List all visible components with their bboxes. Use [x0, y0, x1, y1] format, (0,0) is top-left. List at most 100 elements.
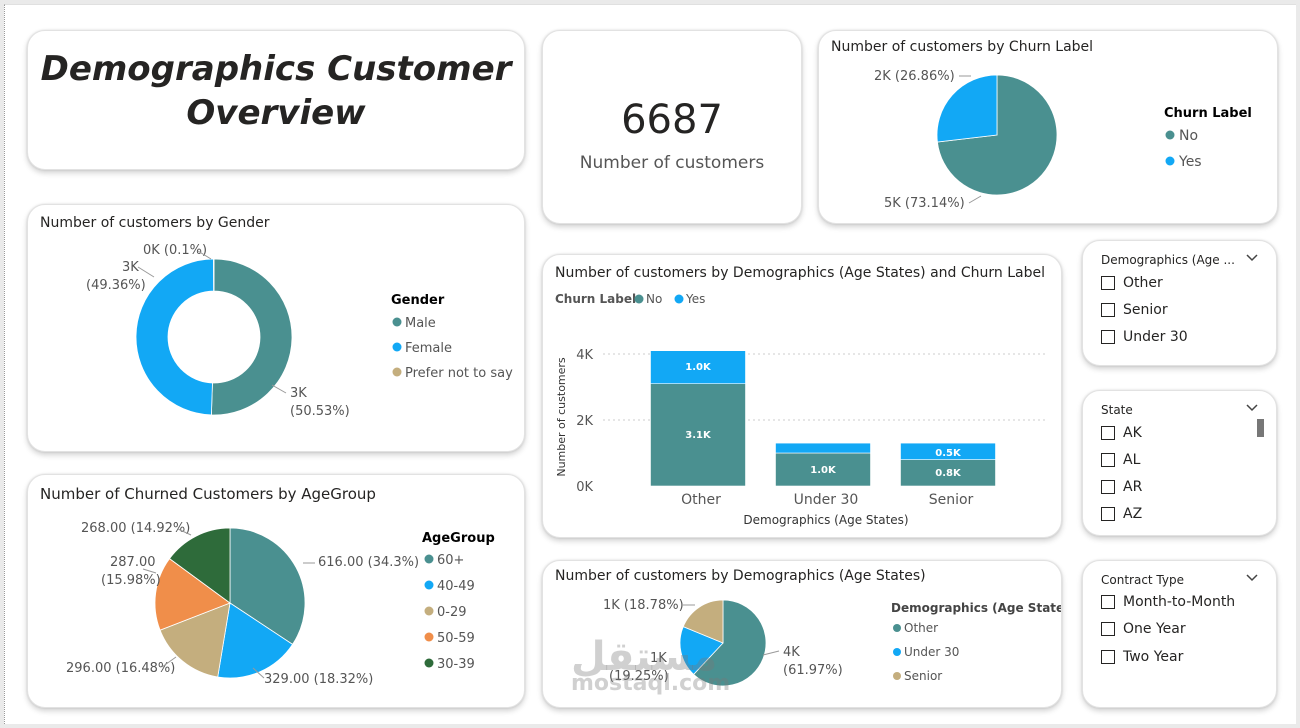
legend-item-yes[interactable]: Yes — [1178, 154, 1202, 170]
legend-item[interactable]: 40-49 — [437, 579, 475, 594]
pie-slice-yes[interactable] — [936, 74, 998, 143]
page-title: Demographics Customer Overview — [28, 47, 524, 135]
checkbox[interactable] — [1101, 330, 1115, 344]
checkbox[interactable] — [1101, 622, 1115, 636]
slicer-option-az[interactable]: AZ — [1101, 506, 1142, 522]
title-card: Demographics Customer Overview — [27, 30, 525, 170]
agegroup-pie-card[interactable]: Number of Churned Customers by AgeGroup … — [27, 474, 525, 708]
bar-data-label: 1.0K — [810, 465, 837, 476]
pie-slice-female[interactable] — [135, 258, 215, 416]
data-label: (61.97%) — [783, 663, 843, 678]
scrollbar-thumb[interactable] — [1257, 419, 1264, 437]
legend-item-female[interactable]: Female — [405, 341, 452, 356]
legend-item-prefer-not[interactable]: Prefer not to say — [405, 366, 513, 381]
slicer-demographics[interactable]: Demographics (Age ... Other Senior Under… — [1082, 240, 1277, 366]
checkbox[interactable] — [1101, 507, 1115, 521]
gender-card[interactable]: Number of customers by Gender 0K (0.1%) … — [27, 204, 525, 452]
pie-slice-senior[interactable] — [682, 599, 724, 644]
data-label: 296.00 (16.48%) — [66, 661, 175, 676]
legend-item[interactable]: Under 30 — [904, 645, 959, 659]
pie-slice-50-59[interactable] — [154, 558, 231, 631]
churn-pie-slices[interactable] — [936, 74, 1058, 196]
slicer-option-two-year[interactable]: Two Year — [1101, 649, 1183, 665]
slicer-state[interactable]: State AK AL AR AZ — [1082, 390, 1277, 536]
legend-item[interactable]: 0-29 — [437, 605, 467, 620]
legend-marker — [893, 648, 901, 656]
checkbox[interactable] — [1101, 595, 1115, 609]
legend-marker — [392, 317, 402, 327]
bar-data-label: 0.8K — [935, 468, 962, 479]
x-axis-title: Demographics (Age States) — [743, 513, 908, 527]
watermark: مستقل mostaql.com — [571, 637, 730, 695]
kpi-card[interactable]: 6687 Number of customers — [542, 30, 802, 224]
bar-senior-yes[interactable] — [900, 442, 996, 460]
gender-donut-slices[interactable] — [135, 258, 293, 416]
slicer-option-one-year[interactable]: One Year — [1101, 621, 1186, 637]
x-tick-label: Senior — [929, 492, 974, 508]
checkbox[interactable] — [1101, 426, 1115, 440]
legend-item-yes[interactable]: Yes — [685, 292, 705, 306]
option-label: AZ — [1123, 506, 1143, 522]
agegroup-pie-chart: 616.00 (34.3%) 329.00 (18.32%) 296.00 (1… — [66, 521, 495, 687]
bar-other-yes[interactable] — [650, 350, 746, 384]
pie-slice-other[interactable] — [693, 599, 767, 687]
legend-item[interactable]: Senior — [904, 669, 942, 683]
legend-item[interactable]: 30-39 — [437, 657, 475, 672]
leader-line — [252, 667, 265, 679]
bar-senior-no[interactable] — [900, 459, 996, 487]
agegroup-pie-slices[interactable] — [154, 527, 306, 679]
page-title-line1: Demographics Customer — [40, 49, 512, 89]
slicer-option-month-to-month[interactable]: Month-to-Month — [1101, 594, 1235, 610]
slicer-option-senior[interactable]: Senior — [1101, 302, 1168, 318]
page-title-line2: Overview — [186, 93, 366, 133]
checkbox[interactable] — [1101, 480, 1115, 494]
option-label: Under 30 — [1123, 329, 1188, 345]
leader-line — [271, 384, 287, 394]
slicer-option-ar[interactable]: AR — [1101, 479, 1142, 495]
legend-item-no[interactable]: No — [646, 292, 662, 306]
legend-title: AgeGroup — [422, 531, 495, 546]
slicer-contract-type[interactable]: Contract Type Month-to-Month One Year Tw… — [1082, 560, 1277, 708]
checkbox[interactable] — [1101, 276, 1115, 290]
pie-slice-0-29[interactable] — [159, 602, 231, 678]
legend-marker — [674, 294, 684, 304]
gender-donut-chart: 0K (0.1%) 3K (49.36%) 3K (50.53%) Gender… — [86, 243, 513, 419]
pie-slice-40-49[interactable] — [217, 602, 294, 679]
checkbox[interactable] — [1101, 303, 1115, 317]
legend-item[interactable]: Other — [904, 621, 938, 635]
legend-item-male[interactable]: Male — [405, 316, 436, 331]
churn-pie-card[interactable]: Number of customers by Churn Label 2K (2… — [818, 30, 1278, 224]
pie-slice-30-39[interactable] — [168, 527, 231, 604]
data-label: 268.00 (14.92%) — [81, 521, 190, 536]
option-label: Senior — [1123, 302, 1168, 318]
data-label: 0K (0.1%) — [143, 243, 207, 258]
age-states-pie-card[interactable]: Number of customers by Demographics (Age… — [542, 560, 1062, 708]
chevron-down-icon[interactable] — [1246, 251, 1258, 263]
y-tick-label: 0K — [576, 480, 593, 495]
slicer-option-other[interactable]: Other — [1101, 275, 1163, 291]
legend-title: Gender — [391, 293, 445, 308]
pie-slice-male[interactable] — [210, 258, 293, 416]
chart-title: Number of Churned Customers by AgeGroup — [40, 485, 376, 503]
slicer-title: State — [1101, 403, 1133, 417]
legend-marker — [424, 554, 434, 564]
data-label: (19.25%) — [609, 669, 669, 684]
checkbox[interactable] — [1101, 650, 1115, 664]
slicer-option-ak[interactable]: AK — [1101, 425, 1142, 441]
slicer-option-al[interactable]: AL — [1101, 452, 1140, 468]
watermark-latin: mostaql.com — [571, 671, 731, 696]
leader-line — [197, 250, 212, 260]
option-label: One Year — [1123, 621, 1186, 637]
pie-slice-under-30[interactable] — [679, 626, 724, 675]
chevron-down-icon[interactable] — [1246, 571, 1258, 583]
legend-item-no[interactable]: No — [1179, 128, 1198, 144]
slicer-option-under30[interactable]: Under 30 — [1101, 329, 1188, 345]
age-churn-bar-card[interactable]: Number of customers by Demographics (Age… — [542, 254, 1062, 538]
bar-under-30-yes[interactable] — [775, 442, 871, 454]
legend-item[interactable]: 50-59 — [437, 631, 475, 646]
legend-item[interactable]: 60+ — [437, 553, 464, 568]
chevron-down-icon[interactable] — [1246, 401, 1258, 413]
checkbox[interactable] — [1101, 453, 1115, 467]
age-states-pie-slices[interactable] — [679, 599, 767, 687]
bar-series[interactable] — [650, 350, 996, 487]
